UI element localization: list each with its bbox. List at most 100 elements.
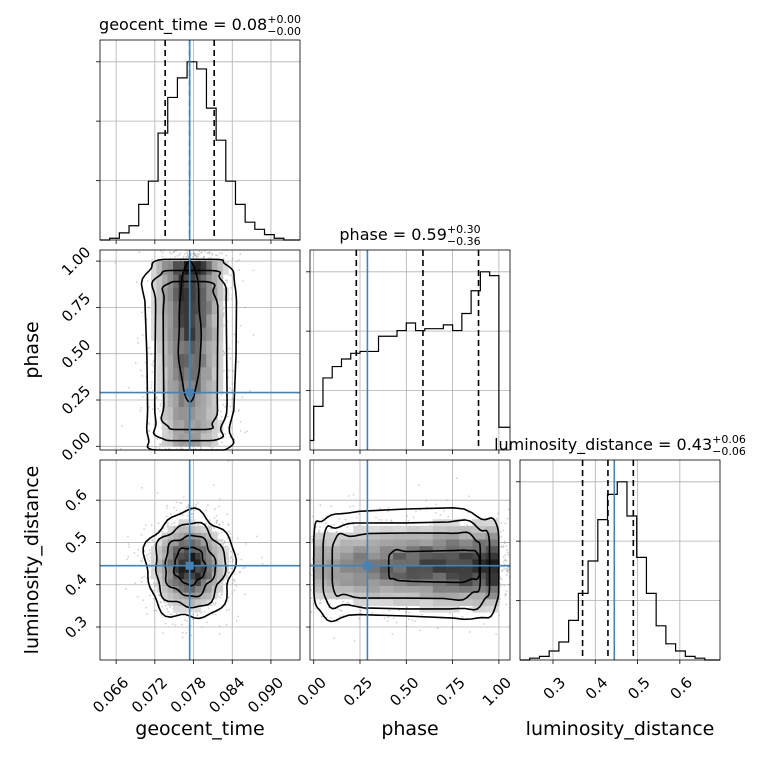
- y-tick-label: 0.3: [61, 612, 91, 642]
- density-cell: [162, 406, 168, 421]
- sample-point: [127, 535, 129, 538]
- sample-point: [147, 553, 150, 556]
- density-cell: [393, 585, 407, 593]
- contour-line: [140, 258, 238, 451]
- sample-point: [387, 506, 390, 509]
- sample-point: [226, 415, 229, 418]
- sample-point: [228, 347, 231, 350]
- sample-point: [158, 443, 161, 446]
- sample-point: [244, 566, 247, 569]
- density-cell: [353, 532, 368, 540]
- density-cell: [432, 525, 447, 533]
- density-cell: [156, 314, 163, 328]
- sample-point: [196, 613, 199, 616]
- sample-point: [213, 484, 216, 486]
- truth-marker: [185, 388, 194, 397]
- marginal-panel-geocent_time: geocent_time = 0.08+0.00−0.00: [96, 13, 301, 241]
- sample-point: [185, 632, 188, 634]
- density-cell: [326, 578, 341, 587]
- density-cell: [184, 287, 191, 302]
- sample-point: [139, 369, 142, 372]
- density-cell: [156, 287, 163, 302]
- sample-point: [231, 257, 234, 260]
- sample-point: [221, 252, 224, 255]
- sample-point: [172, 251, 175, 254]
- density-cell: [459, 525, 473, 533]
- density-cell: [366, 598, 381, 606]
- title-median: luminosity_distance = 0.43: [494, 435, 712, 455]
- sample-point: [161, 251, 164, 254]
- sample-point: [197, 252, 199, 255]
- sample-point: [503, 542, 506, 545]
- density-cell: [162, 353, 168, 368]
- sample-point: [211, 252, 214, 255]
- sample-point: [203, 610, 206, 613]
- sample-point: [169, 613, 172, 615]
- sample-point: [503, 563, 506, 566]
- sample-point: [190, 506, 193, 509]
- sample-point: [330, 505, 333, 508]
- sample-point: [180, 447, 183, 449]
- sample-point: [349, 505, 351, 508]
- sample-point: [140, 486, 143, 489]
- sample-point: [232, 579, 235, 581]
- x-tick-label: 0.25: [340, 674, 376, 710]
- sample-point: [421, 613, 423, 616]
- sample-point: [222, 312, 225, 315]
- density-cell: [419, 532, 434, 540]
- sample-point: [200, 252, 203, 254]
- sample-point: [192, 252, 195, 255]
- sample-point: [165, 515, 168, 518]
- sample-point: [167, 524, 169, 526]
- density-cell: [211, 419, 218, 434]
- sample-point: [185, 620, 188, 622]
- sample-point: [145, 554, 148, 557]
- sample-point: [246, 430, 249, 433]
- sample-point: [244, 306, 247, 309]
- density-cell: [211, 314, 218, 328]
- density-cell: [206, 327, 213, 341]
- sample-point: [507, 569, 509, 572]
- sample-point: [451, 625, 454, 628]
- density-cell: [406, 525, 420, 533]
- density-cell: [445, 532, 460, 540]
- density-cell: [167, 406, 174, 421]
- density-cell: [162, 539, 168, 547]
- sample-point: [504, 559, 507, 562]
- sample-point: [229, 550, 232, 553]
- density-cell: [167, 380, 174, 394]
- density-cell: [206, 353, 213, 368]
- sample-point: [197, 524, 200, 526]
- density-cell: [200, 565, 207, 573]
- sample-point: [355, 516, 358, 519]
- density-cell: [173, 552, 180, 560]
- density-cell: [366, 572, 381, 580]
- density-cell: [178, 419, 185, 434]
- density-cell: [211, 393, 218, 408]
- density-cell: [472, 545, 487, 553]
- sample-point: [190, 509, 192, 512]
- density-cell: [313, 565, 328, 573]
- density-cell: [217, 565, 224, 573]
- sample-point: [234, 572, 237, 575]
- sample-point: [195, 256, 198, 259]
- sample-point: [160, 613, 163, 616]
- sample-point: [237, 615, 240, 618]
- sample-point: [229, 357, 232, 360]
- sample-point: [255, 535, 258, 538]
- density-cell: [206, 287, 213, 302]
- panel-frame: [309, 459, 511, 661]
- sample-point: [387, 510, 389, 513]
- sample-point: [506, 549, 509, 552]
- density-cell: [200, 340, 207, 355]
- density-cell: [195, 353, 202, 368]
- sample-point: [239, 253, 242, 255]
- sample-point: [205, 509, 207, 512]
- density-cell: [217, 572, 224, 580]
- density-cell: [184, 572, 191, 580]
- sample-point: [261, 562, 264, 565]
- sample-point: [359, 610, 362, 612]
- density-cell: [173, 380, 180, 394]
- sample-point: [240, 558, 243, 561]
